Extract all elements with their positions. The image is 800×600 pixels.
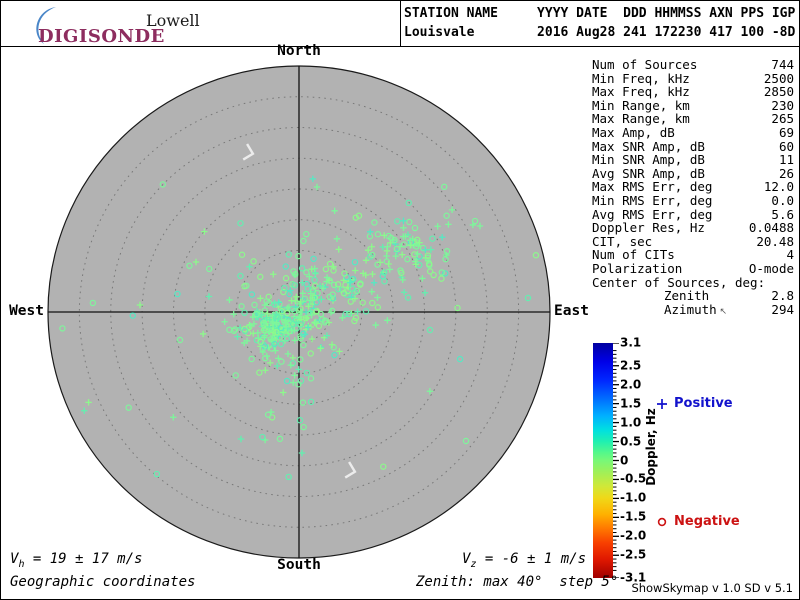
station-header-columns: STATION NAME YYYY DATE DDD HHMMSS AXN PP… [404,6,796,21]
stat-label: Avg SNR Amp, dB [592,165,705,181]
lowell-digisonde-logo: Lowell DIGISONDE [22,4,252,47]
compass-label-south: South [277,557,321,573]
colorbar-tick-label: -2.5 [620,547,647,562]
colorbar-tick-label: 2.0 [620,377,642,392]
stat-label: Min RMS Err, deg [592,192,713,208]
stat-value: 2850 [763,84,794,100]
azimuth-direction-icon: ↖ [716,306,728,317]
stat-row: Max RMS Err, deg 12.0 [592,180,794,194]
doppler-colorbar-ticks [613,343,619,578]
stat-label: Num of CITs [592,247,675,263]
stat-label: Max Amp, dB [592,124,675,140]
stat-value: 744 [771,57,794,72]
colorbar-tick-label: -3.1 [620,570,647,585]
stat-label: Min Range, km [592,97,690,113]
measurement-stats-panel: Num of Sources 744 Min Freq, kHz 2500 Max Fr… [592,58,794,319]
colorbar-tick-label: -1.5 [620,510,647,525]
colorbar-tick-label: 1.0 [620,415,642,430]
coordinate-system-label: Geographic coordinates [10,574,196,590]
stat-label: Max SNR Amp, dB [592,138,705,154]
colorbar-tick-label: -0.5 [620,472,647,487]
colorbar-tick-label: -2.0 [620,529,647,544]
positive-legend-label: Positive [674,396,733,411]
header-divider-horizontal [0,46,800,47]
stat-label: Max Freq, kHz [592,84,690,100]
stat-value: 26 [778,165,794,181]
stat-row: Avg RMS Err, deg 5.6 [592,206,794,222]
stat-value: 0.0488 [748,220,794,236]
station-header-values: Louisvale 2016 Aug28 241 172230 417 100 … [404,25,796,40]
stat-row: Max Freq, kHz 2850 [592,85,794,99]
stat-value: 4 [786,247,794,263]
zenith-scale-note: Zenith: max 40° step 5° [416,574,619,590]
stat-row: Max Range, km 265 [592,112,794,126]
stat-row: Num of CITs 4 [592,248,794,262]
negative-doppler-legend: Negative [656,514,740,529]
compass-label-east: East [554,303,589,319]
stat-row: Min Range, km 230 [592,99,794,113]
stat-label: Min SNR Amp, dB [592,152,705,168]
logo-lowell-text: Lowell [146,11,200,30]
compass-label-west: West [9,303,44,319]
stat-value: 11 [778,152,794,168]
doppler-axis-label: Doppler, Hz [644,408,658,486]
vertical-velocity-readout: Vz = -6 ± 1 m/s [462,551,587,570]
doppler-colorbar [593,343,613,578]
stat-value: 2.8 [771,288,794,304]
stat-value: 20.48 [756,233,794,249]
stat-row: Min SNR Amp, dB 11 [592,153,794,167]
stat-row: Num of Sources 744 [592,58,794,72]
stat-label: Zenith [664,288,710,304]
header-divider-vertical [400,0,401,46]
stat-row: Center of Sources, deg: [592,274,794,290]
colorbar-tick-label: 3.1 [620,335,642,350]
lowell-crescent-icon [36,7,56,44]
stat-row: Zenith 2.8 [592,289,794,303]
stat-value: 230 [771,97,794,113]
stat-label: Avg RMS Err, deg [592,206,713,222]
circle-marker-icon [657,517,667,526]
stat-row: Max Amp, dB 69 [592,126,794,140]
plus-marker-icon [657,398,667,409]
positive-doppler-legend: Positive [656,396,733,411]
stat-row: Min RMS Err, deg 0.0 [592,194,794,208]
stat-row: Avg SNR Amp, dB 26 [592,167,794,181]
station-header: STATION NAME YYYY DATE DDD HHMMSS AXN PP… [404,4,795,42]
horizontal-velocity-readout: Vh = 19 ± 17 m/s [10,551,143,570]
colorbar-tick-label: 2.5 [620,358,642,373]
stat-row: Doppler Res, Hz 0.0488 [592,221,794,235]
stat-label: Center of Sources, deg: [592,274,766,290]
stat-label: Azimuth ↖ [664,301,728,317]
stat-value: O-mode [748,260,794,276]
stat-value: 5.6 [771,206,794,222]
compass-label-north: North [277,43,321,59]
stat-value: 2500 [763,70,794,86]
colorbar-tick-label: 1.5 [620,396,642,411]
stat-label: Min Freq, kHz [592,70,690,86]
stat-value: 69 [778,124,794,140]
stat-row: Polarization O-mode [592,262,794,276]
logo-digisonde-text: DIGISONDE [38,26,165,47]
stat-value: 265 [771,111,794,127]
stat-value: 294 [771,301,794,317]
stat-row: Max SNR Amp, dB 60 [592,138,794,154]
stat-label: Max RMS Err, deg [592,179,713,195]
negative-legend-label: Negative [674,514,740,529]
stat-value: 60 [778,138,794,154]
stat-row: Azimuth ↖ 294 [592,303,794,320]
stat-label: Max Range, km [592,111,690,127]
stat-row: Min Freq, kHz 2500 [592,70,794,86]
stat-label: Doppler Res, Hz [592,220,705,236]
stat-value: 0.0 [771,192,794,208]
colorbar-tick-label: 0.5 [620,434,642,449]
colorbar-tick-label: -1.0 [620,491,647,506]
stat-label: Polarization [592,260,683,276]
stat-row: CIT, sec 20.48 [592,235,794,249]
stat-value: 12.0 [763,179,794,195]
stat-label: CIT, sec [592,233,653,249]
stat-label: Num of Sources [592,57,698,72]
software-version-label: ShowSkymap v 1.0 SD v 5.1 [631,581,793,595]
colorbar-tick-label: 0 [620,453,629,468]
